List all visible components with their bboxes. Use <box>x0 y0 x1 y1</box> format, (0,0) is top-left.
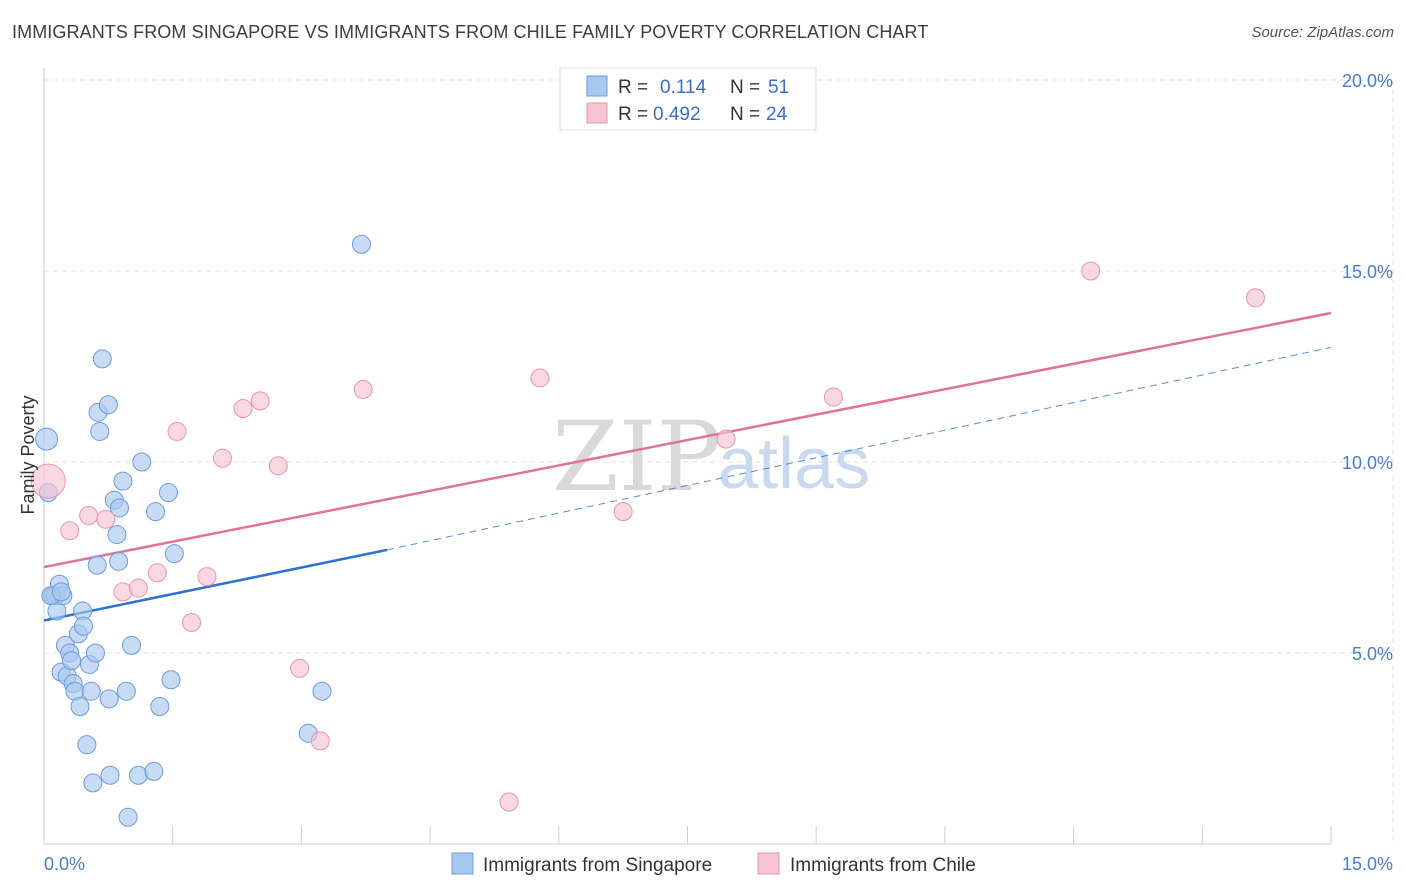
y-axis-label: Family Poverty <box>18 395 38 514</box>
y-tick-label: 10.0% <box>1342 453 1393 473</box>
point-chile <box>530 368 550 388</box>
y-tick-label: 5.0% <box>1352 644 1393 664</box>
point-chile <box>716 429 736 449</box>
watermark-atlas: atlas <box>718 424 870 504</box>
point-singapore <box>73 616 93 636</box>
watermark-zip: ZIP <box>552 401 721 513</box>
point-chile <box>79 505 99 525</box>
point-singapore <box>107 525 127 545</box>
point-singapore <box>98 395 118 415</box>
point-chile <box>147 563 167 583</box>
point-chile <box>1081 261 1101 281</box>
point-chile <box>499 792 519 812</box>
point-singapore <box>109 551 129 571</box>
point-singapore <box>150 696 170 716</box>
point-singapore <box>351 234 371 254</box>
point-singapore <box>90 421 110 441</box>
point-singapore <box>99 689 119 709</box>
point-chile <box>233 399 253 419</box>
stats-r-value-singapore: 0.114 <box>660 77 707 98</box>
point-chile <box>212 448 232 468</box>
point-chile <box>167 421 187 441</box>
source-label: Source: ZipAtlas.com <box>1251 24 1394 41</box>
stats-swatch-singapore <box>586 75 608 97</box>
point-chile <box>823 387 843 407</box>
point-singapore <box>81 681 101 701</box>
trendlines <box>43 311 1332 622</box>
point-singapore <box>113 471 133 491</box>
point-singapore <box>35 427 59 451</box>
point-singapore <box>87 555 107 575</box>
stats-n-label-chile: N = <box>730 104 760 125</box>
stats-swatch-chile <box>586 102 608 124</box>
point-singapore <box>61 651 81 671</box>
legend: Immigrants from Singapore Immigrants fro… <box>451 852 976 876</box>
point-singapore <box>100 765 120 785</box>
point-singapore <box>158 483 178 503</box>
y-tick-label: 20.0% <box>1342 71 1393 91</box>
point-chile <box>1245 288 1265 308</box>
watermark: ZIP atlas <box>552 401 870 513</box>
point-singapore <box>312 681 332 701</box>
chart-title: IMMIGRANTS FROM SINGAPORE VS IMMIGRANTS … <box>12 22 929 42</box>
point-singapore <box>144 761 164 781</box>
stats-n-value-singapore: 51 <box>768 77 789 98</box>
point-singapore <box>116 681 136 701</box>
point-singapore <box>110 498 130 518</box>
point-singapore <box>164 544 184 564</box>
x-tick-labels: 0.0% 15.0% <box>44 854 1393 874</box>
point-chile <box>353 379 373 399</box>
point-chile <box>613 502 633 522</box>
point-chile <box>250 391 270 411</box>
point-chile <box>197 567 217 587</box>
gridlines <box>44 79 1394 844</box>
y-tick-labels: 5.0% 10.0% 15.0% 20.0% <box>1342 71 1393 664</box>
point-chile <box>182 612 202 632</box>
trendline-singapore-solid <box>43 548 388 622</box>
stats-r-label-chile: R = <box>618 104 648 125</box>
trendline-chile <box>43 311 1332 569</box>
point-singapore <box>77 735 97 755</box>
point-chile <box>96 509 116 529</box>
x-tick-label: 0.0% <box>44 854 85 874</box>
point-singapore <box>85 643 105 663</box>
point-chile <box>30 463 66 499</box>
x-tick-label: 15.0% <box>1342 854 1393 874</box>
point-chile <box>128 578 148 598</box>
point-singapore <box>122 635 142 655</box>
point-singapore <box>118 807 138 827</box>
legend-label-singapore: Immigrants from Singapore <box>483 855 712 876</box>
point-singapore <box>51 582 71 602</box>
stats-n-label-singapore: N = <box>730 77 760 98</box>
axes <box>43 68 1332 845</box>
stats-n-value-chile: 24 <box>766 104 788 125</box>
point-singapore <box>161 670 181 690</box>
point-singapore <box>70 696 90 716</box>
point-singapore <box>132 452 152 472</box>
legend-swatch-singapore <box>451 852 474 875</box>
point-chile <box>310 731 330 751</box>
stats-box: R = 0.114 N = 51 R = 0.492 N = 24 <box>559 67 817 131</box>
trendline-singapore-dashed <box>387 346 1332 551</box>
y-tick-label: 15.0% <box>1342 262 1393 282</box>
point-singapore <box>83 773 103 793</box>
legend-label-chile: Immigrants from Chile <box>790 855 976 876</box>
point-chile <box>268 456 288 476</box>
point-singapore <box>146 502 166 522</box>
point-chile <box>60 521 80 541</box>
stats-r-value-chile: 0.492 <box>653 104 701 125</box>
legend-swatch-chile <box>757 852 780 875</box>
point-singapore <box>92 349 112 369</box>
stats-r-label-singapore: R = <box>618 77 648 98</box>
data-points <box>30 234 1265 827</box>
point-chile <box>290 658 310 678</box>
